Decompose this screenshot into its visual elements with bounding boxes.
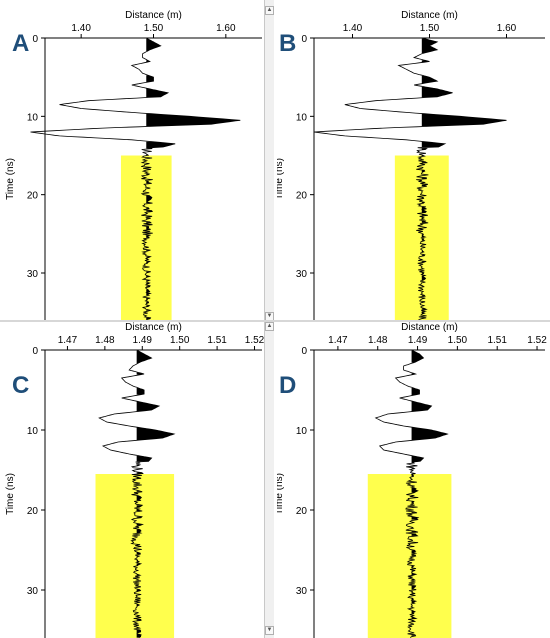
- y-tick-label-c-1: 10: [27, 426, 39, 437]
- x-tick-label-c-0: 1.47: [58, 335, 78, 346]
- x-tick-label-d-5: 1.52: [527, 335, 547, 346]
- y-tick-label-b-1: 10: [296, 112, 308, 123]
- y-tick-label-b-2: 20: [296, 191, 308, 202]
- chart-svg-d: 1.47 1.48 1.49 1.50 1.51 1.52 Distance (m) 0 10 2…: [277, 322, 547, 638]
- wiggle-trace-d: [374, 349, 449, 638]
- x-tick-label-c-1: 1.48: [95, 335, 115, 346]
- chart-svg-a: 1.40 1.50 1.60 Distance (m) 0 10 20 30 Time (ns): [5, 10, 262, 320]
- y-axis-label-c: Time (ns): [5, 473, 16, 515]
- chart-svg-b: 1.40 1.50 1.60 Distance (m) 0 10 20 30 Time (ns): [277, 10, 545, 320]
- y-tick-label-d-1: 10: [296, 426, 308, 437]
- y-tick-label-a-0: 0: [32, 34, 38, 45]
- chart-svg-c: 1.47 1.48 1.49 1.50 1.51 1.52 Distance (m) 0 10 2…: [5, 322, 265, 638]
- x-tick-label-c-2: 1.49: [133, 335, 153, 346]
- y-axis-label-a: Time (ns): [5, 158, 16, 200]
- wiggle-trace-a: [30, 37, 241, 320]
- y-tick-label-b-0: 0: [301, 34, 307, 45]
- scroll-up-button-lower[interactable]: ▲: [265, 322, 274, 331]
- panel-letter-a: A: [12, 30, 30, 57]
- x-tick-label-b-2: 1.60: [497, 23, 517, 34]
- x-tick-label-c-4: 1.51: [207, 335, 227, 346]
- y-tick-label-c-2: 20: [27, 506, 39, 517]
- y-tick-label-c-3: 30: [27, 586, 39, 597]
- y-tick-label-d-3: 30: [296, 586, 308, 597]
- scroll-down-button-lower[interactable]: ▼: [265, 626, 274, 635]
- chart-panel-c: 1.47 1.48 1.49 1.50 1.51 1.52 Distance (m) 0 10 2…: [0, 322, 268, 638]
- horizontal-divider: [0, 320, 550, 322]
- x-tick-label-c-3: 1.50: [170, 335, 190, 346]
- wiggle-trace-c: [98, 349, 176, 638]
- x-tick-label-d-4: 1.51: [487, 335, 507, 346]
- vertical-scrollbar-top[interactable]: ▲ ▼: [264, 0, 274, 321]
- x-tick-label-d-3: 1.50: [448, 335, 468, 346]
- wiggle-trace-b: [313, 37, 507, 320]
- x-tick-label-d-1: 1.48: [368, 335, 388, 346]
- y-tick-label-c-0: 0: [32, 346, 38, 357]
- chart-panel-a: 1.40 1.50 1.60 Distance (m) 0 10 20 30 Time (ns)…: [0, 0, 268, 320]
- x-tick-label-b-1: 1.50: [420, 23, 440, 34]
- panel-letter-b: B: [279, 30, 297, 57]
- highlight-region-c: [95, 474, 175, 638]
- panel-letter-c: C: [12, 372, 30, 399]
- chart-panel-d: 1.47 1.48 1.49 1.50 1.51 1.52 Distance (m) 0 10 2…: [277, 322, 550, 638]
- x-tick-label-b-0: 1.40: [343, 23, 363, 34]
- y-tick-label-d-0: 0: [301, 346, 307, 357]
- highlight-region-d: [367, 474, 452, 638]
- x-tick-label-a-0: 1.40: [71, 23, 91, 34]
- panel-letter-d: D: [279, 372, 297, 399]
- x-axis-label-d: Distance (m): [401, 322, 458, 333]
- y-tick-label-d-2: 20: [296, 506, 308, 517]
- y-axis-label-d: Time (ns): [277, 473, 285, 515]
- x-axis-label-b: Distance (m): [401, 10, 458, 21]
- y-tick-label-a-2: 20: [27, 191, 39, 202]
- x-axis-label-a: Distance (m): [125, 10, 182, 21]
- y-axis-label-b: Time (ns): [277, 158, 285, 200]
- vertical-scrollbar-bottom[interactable]: ▲ ▼: [264, 322, 274, 638]
- y-tick-label-a-1: 10: [27, 112, 39, 123]
- x-tick-label-c-5: 1.52: [245, 335, 265, 346]
- x-tick-label-d-0: 1.47: [328, 335, 348, 346]
- x-axis-label-c: Distance (m): [125, 322, 182, 333]
- x-tick-label-d-2: 1.49: [408, 335, 428, 346]
- y-tick-label-b-3: 30: [296, 269, 308, 280]
- x-tick-label-a-2: 1.60: [216, 23, 236, 34]
- scroll-up-button[interactable]: ▲: [265, 6, 274, 15]
- chart-panel-b: 1.40 1.50 1.60 Distance (m) 0 10 20 30 Time (ns)…: [277, 0, 550, 320]
- y-tick-label-a-3: 30: [27, 269, 39, 280]
- x-tick-label-a-1: 1.50: [144, 23, 164, 34]
